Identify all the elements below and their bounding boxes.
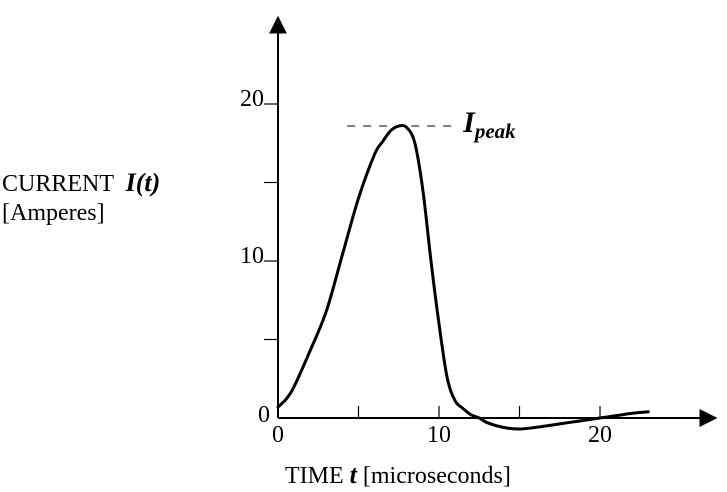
x-axis-label: TIME t [microseconds] — [285, 460, 511, 489]
y-tick-label: 10 — [240, 243, 264, 269]
peak-label-main: I — [462, 106, 476, 139]
peak-label: Ipeak — [462, 106, 516, 143]
peak-label-sub: peak — [473, 119, 516, 143]
x-axis-label-symbol: t — [350, 460, 358, 489]
x-ticks: 0 10 20 — [272, 406, 612, 448]
y-axis-label-prefix: CURRENT — [2, 171, 126, 197]
y-axis-label-symbol: I(t) — [125, 168, 161, 197]
y-axis-label-line2: [Amperes] — [2, 200, 105, 226]
x-axis-label-prefix: TIME — [285, 463, 350, 489]
x-tick-label: 10 — [427, 422, 451, 448]
y-tick-label: 0 — [258, 402, 270, 428]
y-tick-label: 20 — [240, 86, 264, 112]
x-tick-label: 0 — [272, 422, 284, 448]
x-tick-label: 20 — [588, 422, 612, 448]
x-axis-label-suffix: [microseconds] — [357, 463, 511, 489]
current-curve — [276, 124, 650, 431]
y-axis-label-line1: CURRENT I(t) — [2, 168, 160, 197]
y-ticks: 0 10 20 — [240, 86, 278, 428]
